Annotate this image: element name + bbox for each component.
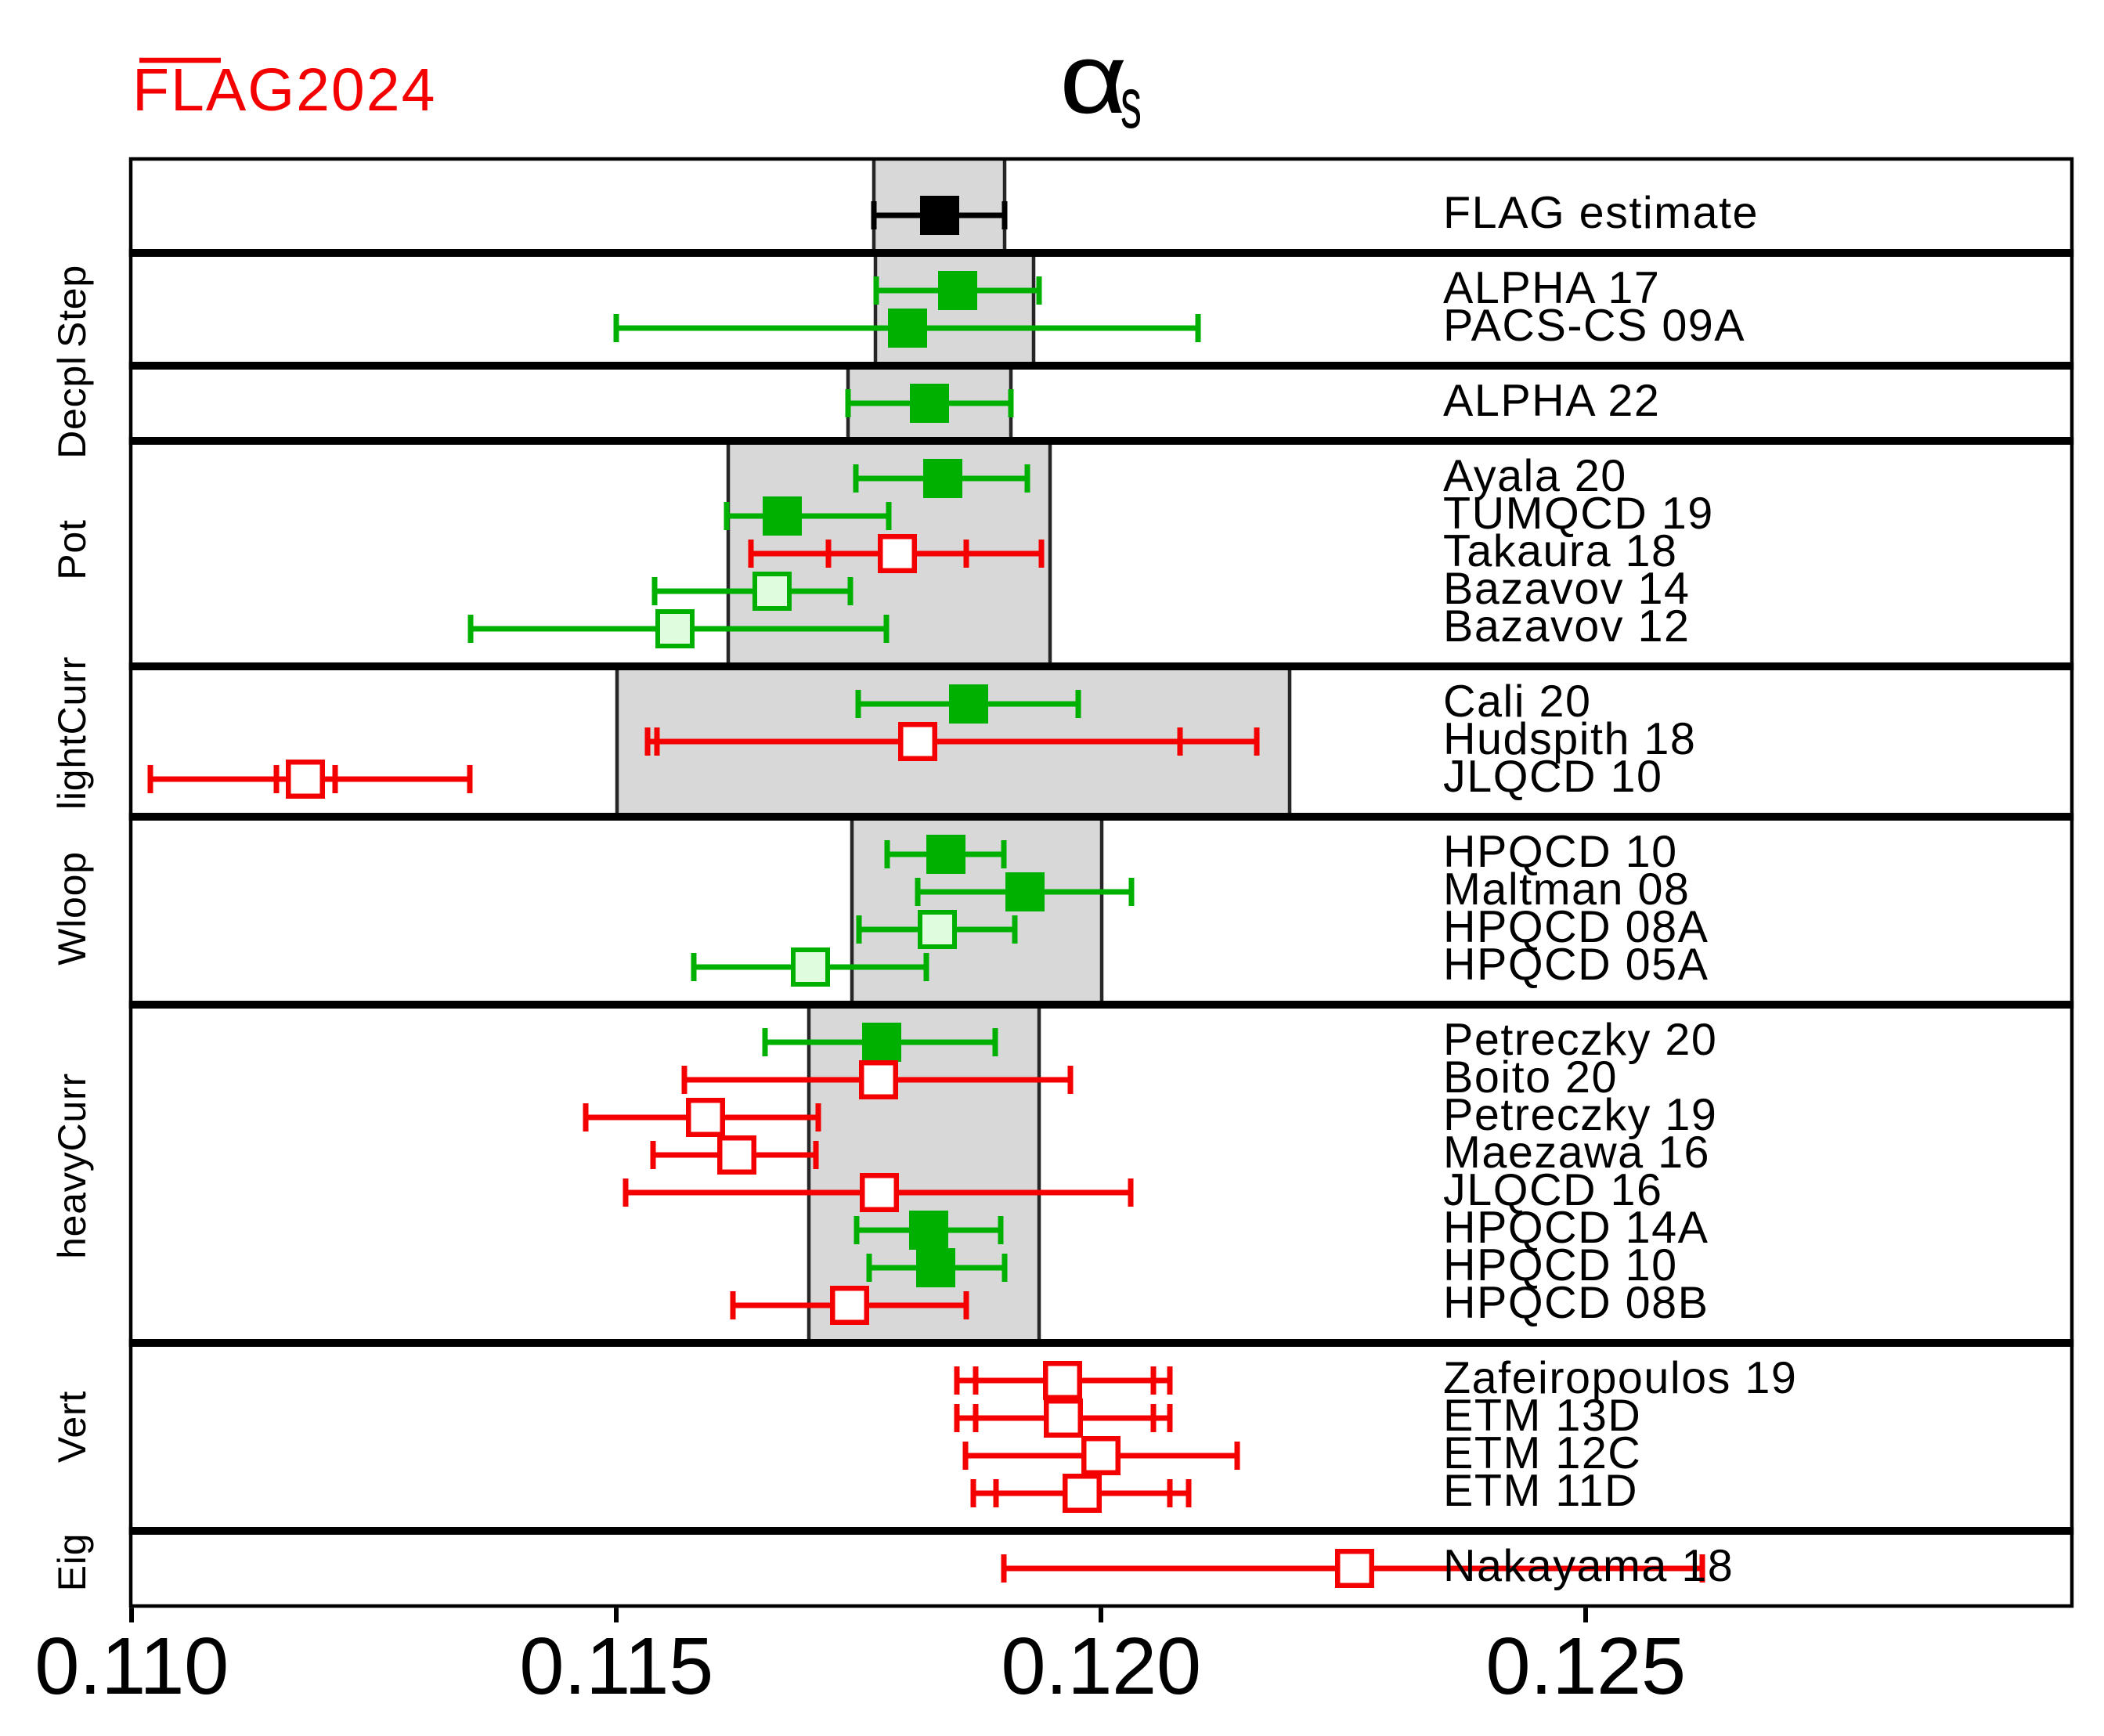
svg-text:HPQCD 05A: HPQCD 05A — [1443, 940, 1709, 990]
svg-text:ETM 11D: ETM 11D — [1443, 1466, 1638, 1516]
svg-text:HPQCD 08A: HPQCD 08A — [1443, 902, 1709, 952]
svg-text:Petreczky 19: Petreczky 19 — [1443, 1090, 1717, 1140]
svg-text:FLAG2024: FLAG2024 — [132, 56, 436, 124]
svg-text:ETM 13D: ETM 13D — [1443, 1391, 1641, 1441]
svg-text:Nakayama 18: Nakayama 18 — [1443, 1541, 1734, 1591]
svg-text:lightCurr: lightCurr — [50, 656, 94, 810]
svg-text:Vert: Vert — [50, 1391, 94, 1463]
svg-text:Bazavov 14: Bazavov 14 — [1443, 564, 1690, 614]
svg-text:Zafeiropoulos 19: Zafeiropoulos 19 — [1443, 1353, 1797, 1403]
svg-text:HPQCD 10: HPQCD 10 — [1443, 827, 1678, 877]
svg-text:ALPHA 22: ALPHA 22 — [1443, 376, 1660, 426]
svg-text:HPQCD 08B: HPQCD 08B — [1443, 1278, 1709, 1328]
svg-text:TUMQCD 19: TUMQCD 19 — [1443, 489, 1714, 539]
svg-text:Eig: Eig — [50, 1533, 94, 1592]
svg-text:Hudspith 18: Hudspith 18 — [1443, 714, 1696, 764]
svg-text:Takaura 18: Takaura 18 — [1443, 526, 1678, 576]
svg-text:Cali 20: Cali 20 — [1443, 677, 1592, 727]
svg-text:0.125: 0.125 — [1485, 1621, 1685, 1711]
svg-text:Maezawa 16: Maezawa 16 — [1443, 1128, 1710, 1178]
svg-text:Pot: Pot — [50, 519, 94, 579]
svg-text:s: s — [1121, 63, 1142, 143]
svg-text:PACS-CS 09A: PACS-CS 09A — [1443, 301, 1745, 351]
svg-text:Wloop: Wloop — [50, 851, 94, 965]
svg-text:heavyCurr: heavyCurr — [50, 1073, 94, 1259]
svg-text:HPQCD 10: HPQCD 10 — [1443, 1240, 1678, 1290]
svg-text:JLQCD 10: JLQCD 10 — [1443, 752, 1662, 802]
svg-text:0.120: 0.120 — [1001, 1621, 1200, 1711]
svg-text:Bazavov 12: Bazavov 12 — [1443, 601, 1690, 651]
svg-text:Step: Step — [50, 265, 94, 348]
svg-text:Maltman 08: Maltman 08 — [1443, 864, 1690, 915]
svg-text:JLQCD 16: JLQCD 16 — [1443, 1165, 1662, 1215]
svg-text:ETM 12C: ETM 12C — [1443, 1428, 1641, 1478]
svg-text:ALPHA 17: ALPHA 17 — [1443, 263, 1660, 313]
svg-text:α: α — [1059, 23, 1128, 135]
svg-text:0.110: 0.110 — [34, 1621, 229, 1711]
svg-text:HPQCD 14A: HPQCD 14A — [1443, 1203, 1709, 1253]
svg-text:Boito 20: Boito 20 — [1443, 1052, 1618, 1103]
svg-text:0.115: 0.115 — [519, 1621, 713, 1711]
svg-text:FLAG estimate: FLAG estimate — [1443, 188, 1759, 238]
svg-text:Petreczky 20: Petreczky 20 — [1443, 1015, 1717, 1065]
svg-text:Decpl: Decpl — [50, 356, 94, 459]
svg-text:Ayala 20: Ayala 20 — [1443, 451, 1627, 501]
